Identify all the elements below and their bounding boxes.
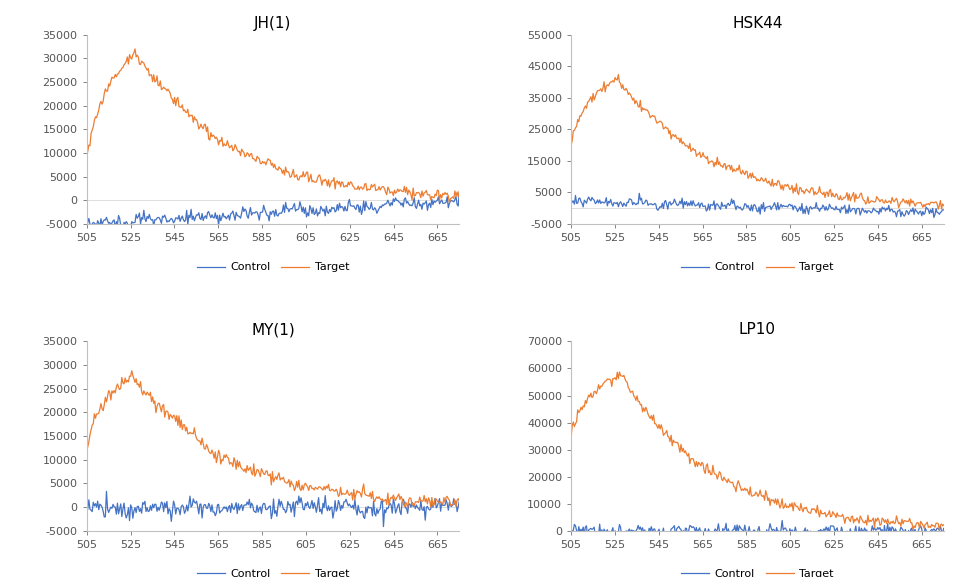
Target	[612, 71, 624, 78]
Target	[634, 398, 645, 405]
Target	[936, 205, 948, 212]
Legend: Control, Target: Control, Target	[193, 258, 353, 277]
Control	[938, 525, 950, 532]
Target	[938, 202, 950, 209]
Target	[792, 189, 803, 196]
Line: Control: Control	[571, 193, 944, 218]
Target	[379, 189, 391, 196]
Target	[136, 58, 147, 65]
Control	[389, 500, 401, 507]
Target	[620, 85, 632, 92]
Target	[406, 197, 418, 204]
Control	[307, 505, 319, 512]
Target	[387, 492, 399, 499]
Line: Target: Target	[87, 49, 459, 203]
Control	[136, 509, 147, 516]
Target	[454, 188, 465, 194]
Control	[454, 497, 465, 504]
Title: JH(1): JH(1)	[254, 16, 292, 31]
Target	[454, 497, 465, 504]
Control	[136, 214, 147, 221]
Control	[565, 196, 577, 203]
Control	[619, 531, 631, 538]
Legend: Control, Target: Control, Target	[677, 565, 838, 577]
Control	[793, 529, 804, 536]
Target	[379, 496, 391, 503]
Line: Control: Control	[87, 192, 459, 229]
Control	[149, 501, 161, 508]
Target	[891, 195, 902, 202]
Target	[792, 503, 803, 510]
Target	[565, 142, 577, 149]
Control	[892, 529, 903, 536]
Control	[406, 203, 418, 209]
Target	[444, 199, 455, 206]
Target	[136, 388, 147, 395]
Legend: Control, Target: Control, Target	[193, 565, 353, 577]
Control	[454, 189, 465, 196]
Target	[891, 512, 902, 519]
Target	[402, 504, 413, 511]
Control	[873, 526, 885, 533]
Target	[865, 517, 876, 524]
Control	[792, 208, 803, 215]
Target	[129, 46, 141, 53]
Control	[381, 504, 393, 511]
Control	[938, 207, 950, 213]
Line: Target: Target	[571, 372, 944, 530]
Target	[126, 368, 138, 374]
Target	[865, 199, 876, 206]
Line: Target: Target	[87, 371, 459, 508]
Control	[101, 488, 113, 495]
Target	[149, 398, 161, 404]
Target	[307, 177, 319, 184]
Control	[776, 517, 788, 524]
Control	[891, 213, 902, 220]
Control	[928, 214, 940, 221]
Line: Target: Target	[571, 74, 944, 209]
Control	[866, 528, 877, 535]
Target	[565, 434, 577, 441]
Control	[634, 190, 645, 197]
Target	[933, 527, 945, 534]
Control	[81, 509, 92, 516]
Control	[565, 531, 577, 538]
Control	[872, 208, 884, 215]
Target	[149, 78, 161, 85]
Target	[872, 515, 884, 522]
Target	[81, 448, 92, 455]
Title: MY(1): MY(1)	[251, 323, 295, 338]
Title: HSK44: HSK44	[732, 16, 783, 31]
Control	[633, 522, 644, 529]
Control	[407, 503, 419, 510]
Control	[117, 226, 129, 233]
Control	[716, 537, 727, 544]
Target	[872, 195, 884, 202]
Target	[620, 378, 632, 385]
Target	[613, 369, 625, 376]
Line: Control: Control	[571, 520, 944, 540]
Target	[81, 154, 92, 161]
Control	[149, 216, 161, 223]
Control	[377, 523, 389, 530]
Control	[81, 224, 92, 231]
Control	[379, 201, 391, 208]
Control	[307, 204, 319, 211]
Target	[634, 104, 645, 111]
Line: Control: Control	[87, 492, 459, 527]
Control	[619, 201, 631, 208]
Control	[633, 200, 644, 207]
Target	[938, 521, 950, 528]
Control	[387, 196, 399, 203]
Target	[387, 192, 399, 199]
Legend: Control, Target: Control, Target	[677, 258, 838, 277]
Control	[865, 208, 876, 215]
Target	[407, 500, 419, 507]
Title: LP10: LP10	[739, 323, 776, 338]
Target	[307, 485, 319, 492]
